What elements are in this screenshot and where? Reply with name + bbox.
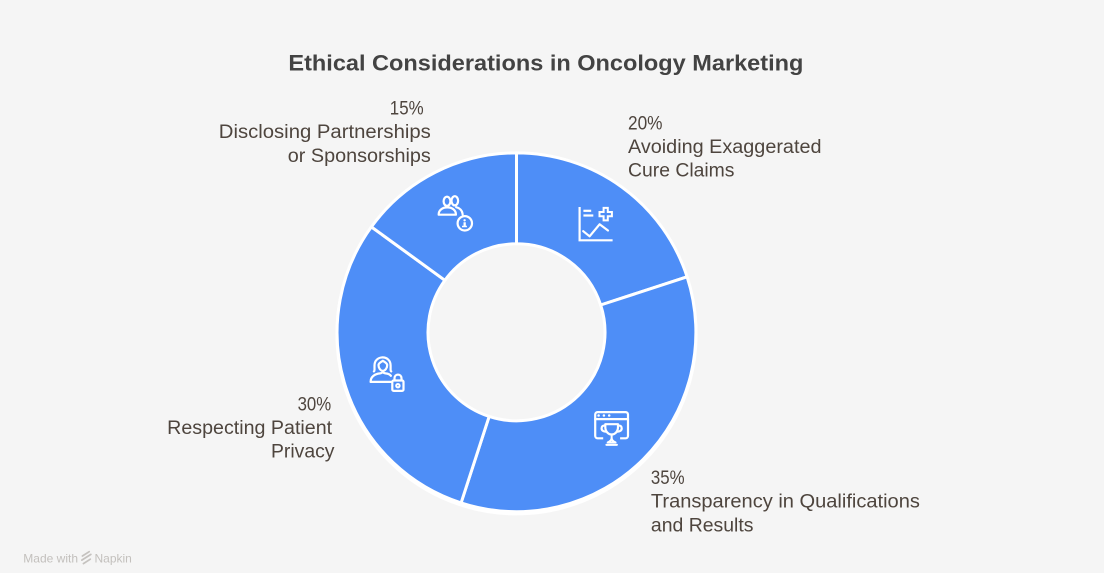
svg-text:Cure Claims: Cure Claims [628, 161, 735, 182]
svg-text:Privacy: Privacy [271, 442, 335, 463]
svg-text:35%: 35% [651, 468, 685, 489]
svg-text:Napkin: Napkin [95, 551, 132, 565]
svg-text:Ethical Considerations in Onco: Ethical Considerations in Oncology Marke… [288, 50, 803, 75]
svg-text:Transparency in Qualifications: Transparency in Qualifications [651, 492, 920, 513]
svg-text:30%: 30% [298, 395, 332, 416]
svg-text:Respecting Patient: Respecting Patient [167, 418, 333, 439]
svg-text:and Results: and Results [651, 515, 754, 536]
svg-text:Disclosing Partnerships: Disclosing Partnerships [219, 122, 431, 143]
svg-text:Avoiding Exaggerated: Avoiding Exaggerated [628, 137, 822, 158]
svg-text:15%: 15% [390, 99, 424, 120]
svg-text:or Sponsorships: or Sponsorships [288, 146, 431, 167]
svg-text:Made with: Made with [23, 551, 78, 565]
svg-text:20%: 20% [628, 113, 663, 134]
